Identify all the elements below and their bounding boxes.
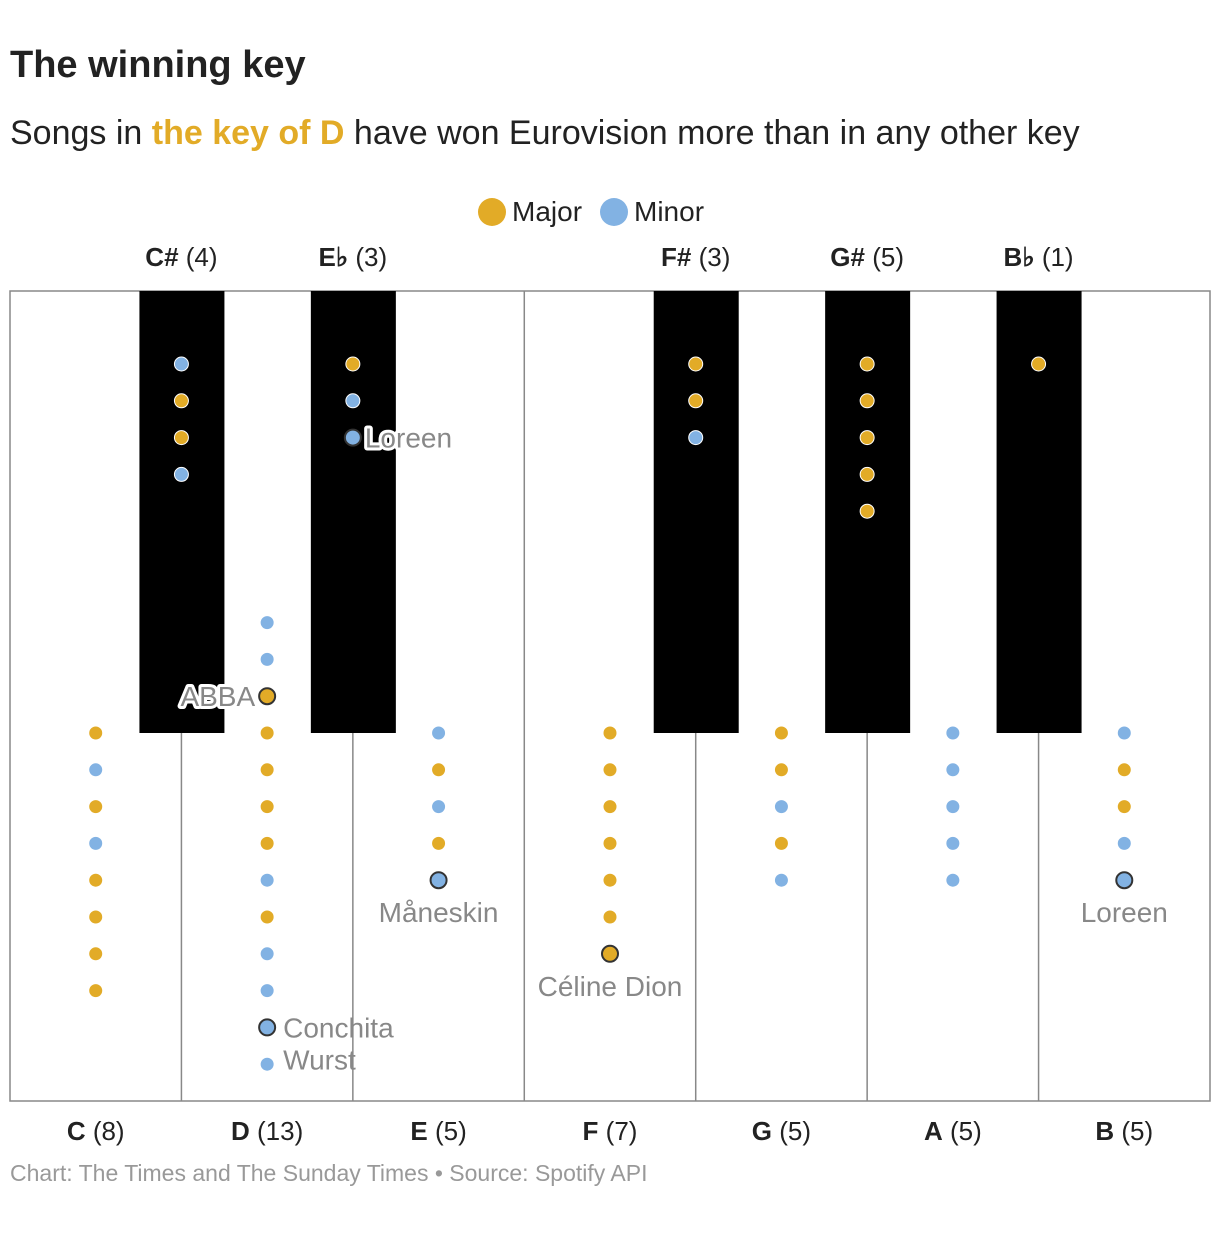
major-dot xyxy=(859,356,875,372)
annotation-label: Conchita xyxy=(283,1012,394,1043)
minor-dot xyxy=(429,871,448,890)
major-dot xyxy=(88,909,104,925)
minor-dot xyxy=(1116,835,1132,851)
major-dot xyxy=(88,872,104,888)
major-dot xyxy=(259,762,275,778)
white-key-label: D (13) xyxy=(231,1116,303,1146)
major-dot xyxy=(345,356,361,372)
major-dot xyxy=(688,393,704,409)
major-dot xyxy=(859,430,875,446)
major-dot xyxy=(773,835,789,851)
major-dot xyxy=(88,725,104,741)
major-dot xyxy=(688,356,704,372)
black-key-label: F# (3) xyxy=(661,242,730,272)
major-dot xyxy=(602,909,618,925)
minor-dot xyxy=(945,872,961,888)
major-dot xyxy=(601,944,619,963)
white-key-label: A (5) xyxy=(924,1116,982,1146)
white-key-label: F (7) xyxy=(583,1116,638,1146)
major-dot xyxy=(88,983,104,999)
minor-dot xyxy=(259,1056,275,1072)
major-swatch-icon xyxy=(478,198,506,226)
white-key-label: C (8) xyxy=(67,1116,125,1146)
minor-dot xyxy=(945,835,961,851)
minor-dot xyxy=(1115,871,1134,890)
black-key-label: B♭ (1) xyxy=(1004,242,1074,272)
subtitle-text: have won Eurovision more than in any oth… xyxy=(344,114,1080,152)
major-dot xyxy=(1116,799,1132,815)
major-dot xyxy=(602,872,618,888)
subtitle-text: Songs in xyxy=(10,114,152,152)
major-dot xyxy=(88,799,104,815)
subtitle-highlight: the key of D xyxy=(151,114,345,152)
minor-dot xyxy=(173,356,189,372)
major-dot xyxy=(431,835,447,851)
major-dot xyxy=(88,946,104,962)
annotation-label: Loreen xyxy=(365,423,452,454)
legend-item-minor: Minor xyxy=(600,196,704,228)
minor-dot xyxy=(431,799,447,815)
annotation-label: Måneskin xyxy=(379,897,499,928)
minor-dot xyxy=(688,430,704,446)
major-dot xyxy=(602,799,618,815)
major-dot xyxy=(859,466,875,482)
minor-dot xyxy=(945,762,961,778)
major-dot xyxy=(773,762,789,778)
chart-subtitle: Songs in the key of D have won Eurovisio… xyxy=(10,114,1080,153)
major-dot xyxy=(602,725,618,741)
minor-dot xyxy=(1116,725,1132,741)
major-dot xyxy=(259,835,275,851)
source-footer: Chart: The Times and The Sunday Times • … xyxy=(10,1160,648,1186)
minor-dot xyxy=(773,872,789,888)
minor-dot xyxy=(88,835,104,851)
major-dot xyxy=(258,687,277,706)
chart-title: The winning key xyxy=(10,44,306,86)
minor-dot xyxy=(259,615,275,631)
major-dot xyxy=(773,725,789,741)
major-dot xyxy=(602,762,618,778)
legend-label: Major xyxy=(512,196,583,227)
white-key-label: E (5) xyxy=(410,1116,466,1146)
legend: Major Minor xyxy=(478,196,704,228)
annotation-label: Wurst xyxy=(283,1044,356,1075)
minor-swatch-icon xyxy=(600,198,629,226)
black-key-label: G# (5) xyxy=(830,242,904,272)
major-dot xyxy=(259,725,275,741)
major-dot xyxy=(259,799,275,815)
major-dot xyxy=(859,393,875,409)
minor-dot xyxy=(88,762,104,778)
annotation-label: ABBA xyxy=(180,681,255,712)
major-dot xyxy=(259,909,275,925)
minor-dot xyxy=(173,466,189,482)
major-dot xyxy=(173,430,189,446)
major-dot xyxy=(1031,356,1047,372)
white-key-label: B (5) xyxy=(1095,1116,1153,1146)
minor-dot xyxy=(945,725,961,741)
minor-dot xyxy=(259,651,275,667)
legend-item-major: Major xyxy=(478,196,582,228)
minor-dot xyxy=(343,428,362,447)
minor-dot xyxy=(345,393,361,409)
minor-dot xyxy=(259,946,275,962)
black-key-label: C# (4) xyxy=(145,242,217,272)
minor-dot xyxy=(431,725,447,741)
minor-dot xyxy=(259,983,275,999)
major-dot xyxy=(1116,762,1132,778)
white-key-label: G (5) xyxy=(752,1116,811,1146)
annotation-label: Loreen xyxy=(1081,897,1168,928)
major-dot xyxy=(173,393,189,409)
minor-dot xyxy=(945,799,961,815)
minor-dot xyxy=(773,799,789,815)
major-dot xyxy=(431,762,447,778)
legend-label: Minor xyxy=(634,196,705,227)
minor-dot xyxy=(259,872,275,888)
annotation-label: Céline Dion xyxy=(538,971,683,1002)
black-key-label: E♭ (3) xyxy=(319,242,388,272)
major-dot xyxy=(602,835,618,851)
major-dot xyxy=(859,503,875,519)
minor-dot xyxy=(258,1018,277,1037)
